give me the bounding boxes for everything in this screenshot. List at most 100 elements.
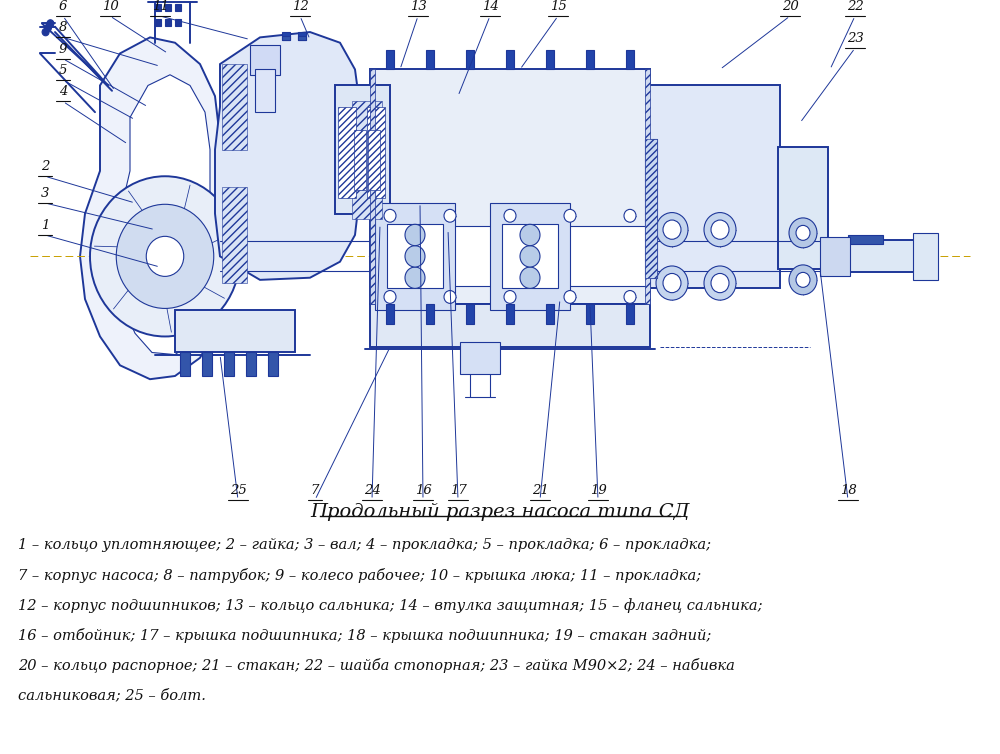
Bar [466, 305, 474, 323]
Bar [335, 85, 390, 213]
Bar [298, 36, 306, 39]
Circle shape [663, 274, 681, 293]
Bar [386, 51, 394, 69]
Polygon shape [370, 305, 650, 347]
Circle shape [405, 267, 425, 289]
Text: 20: 20 [782, 0, 798, 13]
Circle shape [405, 246, 425, 267]
Bar [586, 305, 594, 323]
Circle shape [789, 265, 817, 295]
Bar [268, 353, 278, 376]
Text: 7 – корпус насоса; 8 – патрубок; 9 – колесо рабочее; 10 – крышка люка; 11 – прок: 7 – корпус насоса; 8 – патрубок; 9 – кол… [18, 568, 701, 583]
Circle shape [504, 290, 516, 303]
Bar [352, 128, 382, 192]
Text: 5: 5 [59, 64, 67, 77]
Text: 21: 21 [532, 484, 548, 497]
Bar [165, 19, 171, 26]
Bar [648, 85, 780, 288]
Circle shape [405, 225, 425, 246]
Text: 14: 14 [482, 0, 498, 13]
Circle shape [520, 246, 540, 267]
Text: 1 – кольцо уплотняющее; 2 – гайка; 3 – вал; 4 – прокладка; 5 – прокладка; 6 – пр: 1 – кольцо уплотняющее; 2 – гайка; 3 – в… [18, 538, 711, 552]
Bar [222, 64, 247, 149]
Text: 12 – корпус подшипников; 13 – кольцо сальника; 14 – втулка защитная; 15 – фланец: 12 – корпус подшипников; 13 – кольцо сал… [18, 598, 763, 613]
Bar [426, 51, 434, 69]
Text: 25: 25 [230, 484, 246, 497]
Bar [175, 5, 181, 11]
Text: 23: 23 [847, 32, 863, 45]
Bar [367, 107, 385, 198]
Bar [506, 51, 514, 69]
Bar [626, 305, 634, 323]
Circle shape [711, 220, 729, 239]
Bar [506, 305, 514, 323]
Bar [370, 69, 375, 305]
Text: 12: 12 [292, 0, 308, 13]
Bar [282, 32, 290, 39]
Bar [778, 148, 828, 269]
Circle shape [704, 213, 736, 247]
Bar [255, 69, 275, 112]
Bar [645, 139, 657, 277]
Text: 8: 8 [59, 21, 67, 34]
Text: 13: 13 [410, 0, 426, 13]
Bar [848, 235, 883, 244]
Circle shape [796, 225, 810, 241]
Bar [490, 203, 570, 310]
Bar [466, 51, 474, 69]
Bar [180, 353, 190, 376]
Text: 24: 24 [364, 484, 380, 497]
Circle shape [789, 218, 817, 248]
Circle shape [564, 290, 576, 303]
Bar [224, 353, 234, 376]
Circle shape [711, 274, 729, 293]
Bar [375, 203, 455, 310]
Bar [354, 130, 366, 190]
Circle shape [444, 290, 456, 303]
Circle shape [656, 213, 688, 247]
Text: 16: 16 [415, 484, 431, 497]
Bar [298, 32, 306, 39]
Bar [426, 305, 434, 323]
Bar [913, 233, 938, 280]
Bar [250, 45, 280, 75]
Text: 4: 4 [59, 85, 67, 98]
Polygon shape [175, 310, 295, 353]
Bar [645, 69, 650, 305]
Polygon shape [115, 75, 210, 354]
Circle shape [656, 266, 688, 300]
Bar [386, 305, 394, 323]
Circle shape [44, 24, 52, 32]
Bar [828, 241, 918, 272]
Circle shape [116, 204, 214, 308]
Circle shape [384, 210, 396, 222]
Text: 15: 15 [550, 0, 566, 13]
Circle shape [504, 210, 516, 222]
Circle shape [42, 29, 49, 35]
Bar [352, 102, 382, 133]
Circle shape [384, 290, 396, 303]
Circle shape [663, 220, 681, 239]
Text: 16 – отбойник; 17 – крышка подшипника; 18 – крышка подшипника; 19 – стакан задни: 16 – отбойник; 17 – крышка подшипника; 1… [18, 628, 711, 643]
Bar [546, 51, 554, 69]
Circle shape [146, 236, 184, 277]
Bar [246, 353, 256, 376]
Text: Продольный разрез насоса типа СД: Продольный разрез насоса типа СД [310, 503, 690, 521]
Bar [352, 187, 382, 219]
Text: 9: 9 [59, 42, 67, 56]
Polygon shape [215, 32, 360, 280]
Bar [370, 69, 650, 305]
Text: 18: 18 [840, 484, 856, 497]
Circle shape [624, 290, 636, 303]
Bar [387, 225, 443, 288]
Bar [368, 130, 380, 190]
Circle shape [564, 210, 576, 222]
Text: 17: 17 [450, 484, 466, 497]
Circle shape [520, 225, 540, 246]
Text: 2: 2 [41, 160, 49, 173]
Text: сальниковая; 25 – болт.: сальниковая; 25 – болт. [18, 688, 206, 703]
Bar [165, 5, 171, 11]
Text: 6: 6 [59, 0, 67, 13]
Bar [202, 353, 212, 376]
Bar [546, 305, 554, 323]
